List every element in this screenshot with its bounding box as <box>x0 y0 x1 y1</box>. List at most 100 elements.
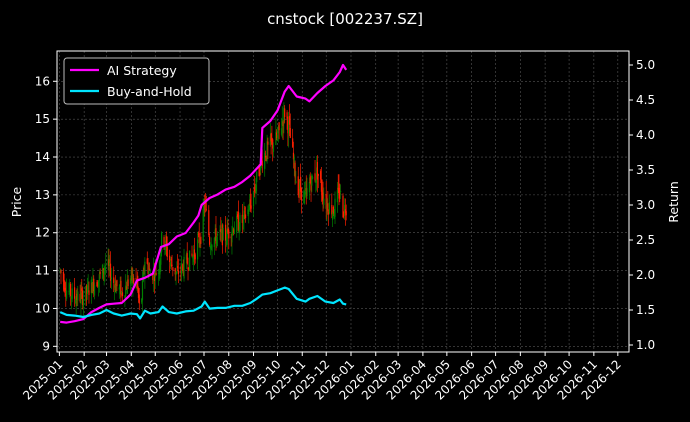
y2-tick-label: 3.5 <box>636 163 655 177</box>
candle-body <box>224 224 227 241</box>
candle-body <box>334 198 336 217</box>
candle-body <box>288 116 291 125</box>
candle-body <box>169 255 171 262</box>
candle-body <box>137 275 139 289</box>
candle-body <box>157 272 160 274</box>
candle-body <box>261 160 263 166</box>
candle-body <box>114 283 116 291</box>
candle-body <box>236 214 239 217</box>
candle-body <box>131 267 133 281</box>
y2-tick-label: 4.5 <box>636 93 655 107</box>
candle-body <box>320 179 323 192</box>
candle-body <box>166 246 168 257</box>
candle-body <box>204 202 207 205</box>
candle-body <box>300 176 302 192</box>
candle-body <box>267 141 269 145</box>
candle-body <box>90 279 92 294</box>
candle-body <box>264 152 266 169</box>
y-tick-label: 10 <box>35 301 50 315</box>
buy-and-hold-line <box>59 286 347 320</box>
candle-body <box>343 212 345 216</box>
candle-body <box>189 250 191 271</box>
candle-body <box>250 205 252 209</box>
candle-body <box>243 210 245 219</box>
candle-body <box>249 199 251 207</box>
candle-body <box>174 268 176 275</box>
candle-body <box>199 241 201 245</box>
candle-body <box>71 288 73 300</box>
candle-body <box>254 190 256 191</box>
candle-body <box>338 187 340 199</box>
candle-body <box>141 299 143 303</box>
candle-body <box>266 141 268 162</box>
candle-body <box>64 287 66 291</box>
candle-body <box>161 232 163 252</box>
candle-body <box>326 203 328 210</box>
candle-body <box>177 266 179 269</box>
chart-title: cnstock [002237.SZ] <box>267 10 423 28</box>
candle-body <box>121 292 124 297</box>
candle-body <box>144 261 146 277</box>
y2-tick-label: 1.0 <box>636 338 655 352</box>
y-tick-label: 12 <box>35 226 50 240</box>
candle-body <box>135 278 137 280</box>
candle-body <box>236 216 238 233</box>
candle-body <box>213 237 215 248</box>
candle-body <box>160 252 162 265</box>
candle-body <box>146 258 148 264</box>
candle-body <box>125 286 128 290</box>
candle-body <box>142 272 144 282</box>
candle-body <box>328 202 331 214</box>
candle-body <box>299 182 301 190</box>
y2-tick-label: 4.0 <box>636 128 655 142</box>
candle-body <box>103 270 105 274</box>
candle-body <box>185 254 188 260</box>
candle-body <box>344 209 346 214</box>
candle-body <box>82 298 84 308</box>
y-axis-label: Price <box>9 186 24 217</box>
candle-body <box>311 174 313 186</box>
candle-body <box>284 108 286 118</box>
candle-body <box>93 278 95 292</box>
candle-body <box>148 269 150 277</box>
candle-body <box>320 171 322 180</box>
candle-body <box>286 112 288 119</box>
candle-body <box>253 187 255 192</box>
candle-body <box>79 293 81 302</box>
candle-body <box>197 239 199 260</box>
candle-body <box>152 273 154 281</box>
candle-body <box>304 192 306 195</box>
candle-body <box>210 246 212 248</box>
candle-body <box>125 285 127 297</box>
candle-body <box>85 285 88 294</box>
candle-body <box>248 212 250 214</box>
candle-body <box>308 181 311 193</box>
candle-body <box>81 288 83 292</box>
candle-body <box>211 245 213 252</box>
candle-body <box>209 245 211 249</box>
candle-body <box>65 293 67 295</box>
candle-body <box>69 283 72 297</box>
legend-box <box>63 57 210 105</box>
candle-body <box>186 253 188 264</box>
candle-body <box>110 277 112 280</box>
candle-body <box>228 230 230 239</box>
candle-body <box>200 236 202 244</box>
candle-body <box>294 162 296 178</box>
candle-body <box>241 214 243 223</box>
candle-body <box>175 272 177 276</box>
candle-body <box>180 270 182 271</box>
candle-body <box>328 211 330 215</box>
candle-body <box>164 245 166 250</box>
candle-body <box>97 285 99 287</box>
candle-body <box>181 263 183 275</box>
candle-body <box>158 269 160 272</box>
candle-body <box>208 210 210 236</box>
y2-axis-label: Return <box>666 181 681 222</box>
candle-body <box>314 173 316 181</box>
candle-body <box>101 264 104 279</box>
candle-body <box>165 240 167 248</box>
y2-tick-label: 2.5 <box>636 233 655 247</box>
candle-body <box>205 209 207 211</box>
candle-body <box>116 280 118 287</box>
